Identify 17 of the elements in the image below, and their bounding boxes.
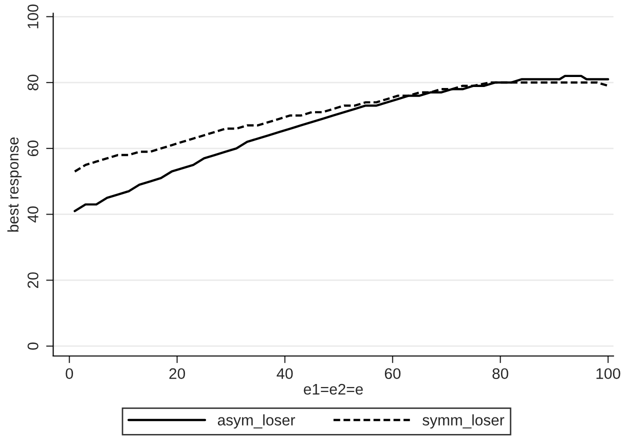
x-tick-label: 40 [276,368,293,380]
y-tick-label: 20 [28,272,38,288]
x-axis-title: e1=e2=e [304,384,363,395]
y-axis-title: best response [7,137,22,232]
y-tick-label: 80 [28,74,38,90]
y-tick-label: 60 [28,140,38,156]
x-tick-label: 20 [169,368,186,380]
x-tick-label: 60 [384,368,401,380]
x-tick-label: 100 [596,368,620,380]
x-tick-label: 0 [66,368,74,380]
line-series [74,74,610,212]
y-tick-label: 40 [28,206,38,222]
x-tick-label: 80 [492,368,508,380]
legend-label: symm_loser [422,414,504,429]
legend-label: asym_loser [218,414,296,429]
y-tick-label: 100 [28,4,38,28]
y-tick-label: 0 [28,342,38,350]
